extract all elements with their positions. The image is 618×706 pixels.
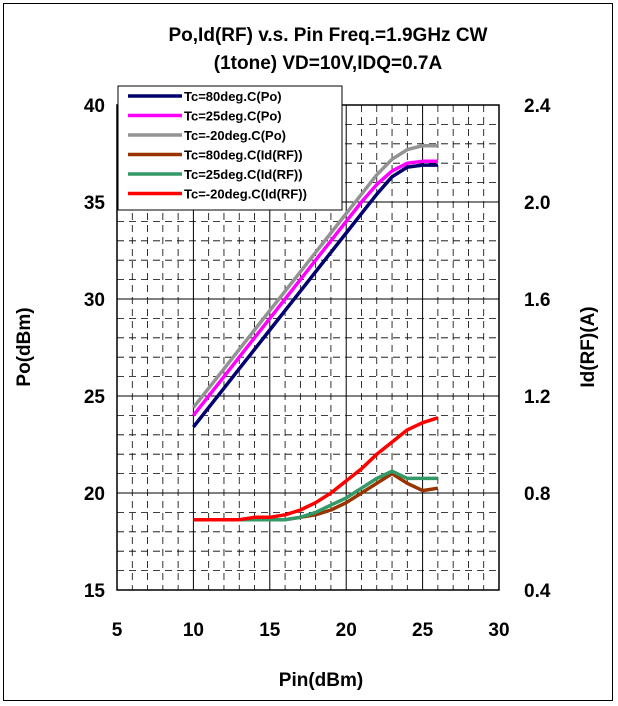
y-tick-label: 15 bbox=[84, 581, 106, 602]
legend-label: Tc=25deg.C(Po) bbox=[184, 109, 282, 124]
y2-axis-label: Id(RF)(A) bbox=[578, 306, 599, 387]
series-line-2 bbox=[192, 159, 438, 417]
y2-tick-label: 0.4 bbox=[524, 581, 551, 602]
legend-label: Tc=25deg.C(Id(RF)) bbox=[184, 167, 303, 182]
x-tick-label: 5 bbox=[112, 620, 123, 641]
x-tick-label: 20 bbox=[336, 620, 357, 641]
x-tick-label: 10 bbox=[183, 620, 204, 641]
y-axis-label: Po(dBm) bbox=[14, 307, 35, 386]
legend-label: Tc=80deg.C(Po) bbox=[184, 89, 282, 104]
y2-tick-label: 2.0 bbox=[524, 193, 550, 214]
legend: Tc=80deg.C(Po) Tc=25deg.C(Po) Tc=-20deg.C(… bbox=[117, 85, 343, 211]
y-tick-label: 20 bbox=[84, 484, 105, 505]
y2-tick-label: 2.4 bbox=[524, 96, 551, 117]
y-tick-label: 35 bbox=[84, 193, 106, 214]
y2-tick-label: 1.6 bbox=[524, 290, 550, 311]
y2-tick-label: 1.2 bbox=[524, 387, 550, 408]
series-line-1 bbox=[192, 163, 438, 429]
axis-ticks: 5 10 15 20 25 30 15 20 25 30 35 40 0.4 0.8 1.2 1.6 2.0 2.… bbox=[84, 96, 551, 641]
x-tick-label: 30 bbox=[488, 620, 509, 641]
chart-title-line-2: (1tone) VD=10V,IDQ=0.7A bbox=[214, 53, 443, 74]
legend-label: Tc=80deg.C(Id(RF)) bbox=[184, 148, 303, 163]
x-tick-label: 25 bbox=[412, 620, 434, 641]
x-axis-label: Pin(dBm) bbox=[279, 670, 363, 691]
chart-title-line-1: Po,Id(RF) v.s. Pin Freq.=1.9GHz CW bbox=[169, 25, 488, 46]
y-tick-label: 30 bbox=[84, 290, 105, 311]
legend-box bbox=[117, 85, 343, 211]
series-line-6 bbox=[193, 416, 439, 522]
legend-label: Tc=-20deg.C(Po) bbox=[184, 128, 286, 143]
series-lines bbox=[192, 143, 439, 522]
y2-tick-label: 0.8 bbox=[524, 484, 550, 505]
x-tick-label: 15 bbox=[259, 620, 281, 641]
series-line-3 bbox=[192, 143, 438, 409]
y-tick-label: 25 bbox=[84, 387, 106, 408]
chart-frame bbox=[3, 3, 613, 701]
y-tick-label: 40 bbox=[84, 96, 105, 117]
legend-label: Tc=-20deg.C(Id(RF)) bbox=[184, 187, 307, 202]
